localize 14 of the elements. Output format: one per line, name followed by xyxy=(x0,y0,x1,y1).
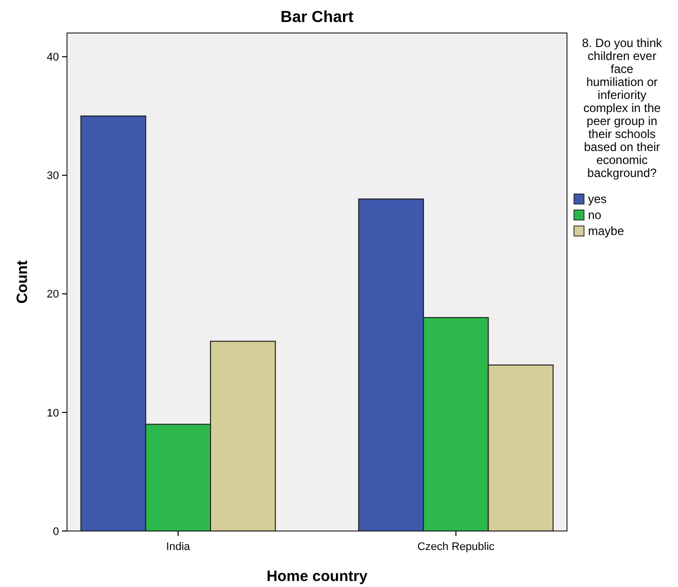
y-tick-label: 0 xyxy=(52,526,59,538)
text: 8. Do you think children ever face humiliation or inferiority complex in the peer group in their schools based on their economic background? xyxy=(582,36,662,180)
legend-label: no xyxy=(588,208,602,222)
x-tick-label: India xyxy=(166,541,191,553)
x-tick-label: Czech Republic xyxy=(417,541,495,553)
y-tick-label: 20 xyxy=(46,288,59,301)
y-tick-label: 40 xyxy=(46,52,59,64)
x-axis-title: Home country xyxy=(266,568,368,585)
legend-label: yes xyxy=(588,192,607,206)
legend-label: maybe xyxy=(588,224,624,238)
y-axis-title: Count xyxy=(14,260,31,304)
y-tick-label: 10 xyxy=(46,407,59,420)
chart-title: Bar Chart xyxy=(280,9,354,26)
y-tick-label: 30 xyxy=(46,170,59,182)
